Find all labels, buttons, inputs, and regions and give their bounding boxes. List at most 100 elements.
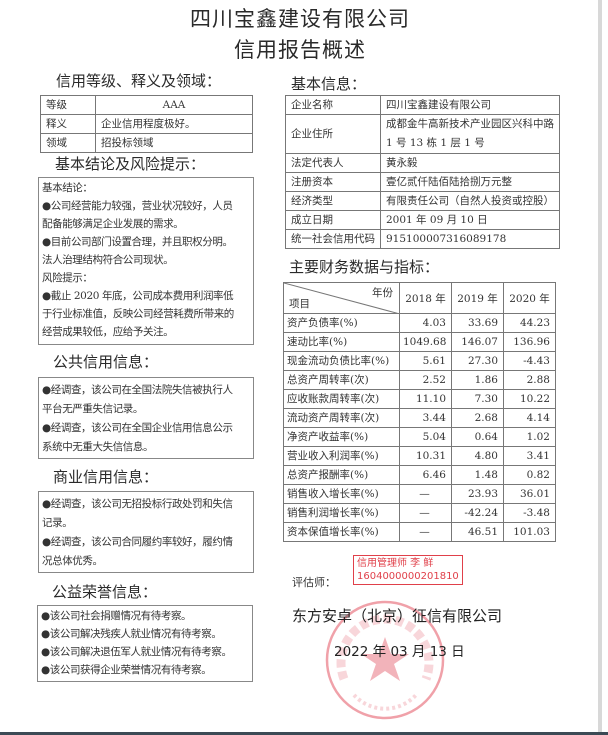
financial-value: 1.48 — [451, 465, 504, 485]
financials-row: 流动资产周转率(次) 3.44 2.68 4.14 — [283, 408, 556, 428]
financial-item: 销售收入增长率(%) — [283, 484, 400, 504]
year-header: 2019 年 — [451, 282, 504, 314]
text-line: ●该公司获得企业荣誉情况有待考察。 — [41, 664, 212, 676]
page-bottom-edge — [0, 732, 608, 735]
financial-value: 101.03 — [503, 522, 556, 542]
financials-row: 总资产报酬率(%) 6.46 1.48 0.82 — [283, 465, 556, 485]
financials-row: 现金流动负债比率(%) 5.61 27.30 -4.43 — [283, 351, 556, 371]
financial-item: 流动资产周转率(次) — [283, 408, 400, 428]
rating-value: AAA — [95, 95, 253, 115]
financial-value: — — [399, 484, 452, 504]
conclusion-box: 基本结论： ●公司经营能力较强，营业状况较好，人员 配备能够满足企业发展的需求。 ●目… — [38, 177, 254, 345]
financial-value: 46.51 — [451, 522, 504, 542]
basic-info-row: 企业住所 成都金牛高新技术产业园区兴科中路 1 号 13 栋 1 层 1 号 — [285, 114, 560, 154]
text-line: ●经调查，该公司在全国企业信用信息公示 — [42, 422, 233, 434]
rating-row: 领域 招投标领域 — [40, 133, 253, 153]
financial-item: 总资产报酬率(%) — [283, 465, 400, 485]
financial-item: 资产负债率(%) — [283, 313, 400, 333]
financials-row: 销售收入增长率(%) —23.93 36.01 — [283, 484, 556, 504]
text-line: 平台无严重失信记录。 — [42, 403, 143, 415]
basic-info-value: 91510000731608917​8 — [380, 229, 560, 249]
financial-item: 营业收入利润率(%) — [283, 446, 400, 466]
conclusion-heading: 基本结论及风险提示： — [55, 155, 206, 173]
basic-info-value: 黄永毅 — [380, 153, 560, 173]
financial-value: 3.44 — [399, 408, 452, 428]
financial-value: 33.69 — [451, 313, 504, 333]
text-line: ●该公司解决残疾人就业情况有待考察。 — [41, 628, 222, 640]
basic-info-label: 法定代表人 — [285, 153, 381, 173]
rating-table: 等级 AAA 释义 企业信用程度极好。 领域 招投标领域 — [40, 95, 253, 153]
report-title: 信用报告概述 — [234, 38, 366, 62]
rating-label: 释义 — [40, 114, 96, 134]
basic-info-label: 企业名称 — [285, 95, 381, 115]
basic-info-value: 四川宝鑫建设有限公司 — [380, 95, 560, 115]
corner-cell: 年份 项目 — [283, 282, 400, 314]
text-line: 经营成果较低，应给予关注。 — [42, 326, 174, 338]
basic-info-row: 经济类型 有限责任公司（自然人投资或控股） — [285, 191, 560, 211]
evaluator-stamp: 信用管理师 李 鲜 1604000000201810 — [353, 555, 463, 585]
basic-info-label: 企业住所 — [285, 114, 381, 154]
financial-value: 11.10 — [399, 389, 452, 409]
financial-value: 7.30 — [451, 389, 504, 409]
financial-value: 1.86 — [451, 370, 504, 390]
financial-value: -4.43 — [503, 351, 556, 371]
financial-value: 27.30 — [451, 351, 504, 371]
basic-info-value: 壹亿贰仟陆佰陆拾捌万元整 — [380, 172, 560, 192]
financial-value: 44.23 — [503, 313, 556, 333]
rating-row: 等级 AAA — [40, 95, 253, 115]
text-line: ●经调查，该公司合同履约率较好，履约情 — [42, 536, 233, 548]
text-line: 于行业标准值，反映公司经营耗费所带来的 — [42, 308, 234, 320]
text-line: ●截止 2020 年底，公司成本费用利润率低 — [42, 290, 234, 302]
basic-info-row: 注册资本 壹亿贰仟陆佰陆拾捌万元整 — [285, 172, 560, 192]
financial-value: 4.14 — [503, 408, 556, 428]
basic-info-row: 统一社会信用代码 91510000731608917​8 — [285, 229, 560, 249]
corner-item-label: 项目 — [289, 298, 310, 310]
financial-value: 5.61 — [399, 351, 452, 371]
financial-value: -42.24 — [451, 503, 504, 523]
financial-item: 现金流动负债比率(%) — [283, 351, 400, 371]
financials-row: 销售利润增长率(%) — -42.24 -3.48 — [283, 503, 556, 523]
financial-value: 4.03 — [399, 313, 452, 333]
agency-name: 东方安卓（北京）征信有限公司 — [292, 607, 503, 625]
public-credit-box: ●经调查，该公司在全国法院失信被执行人 平台无严重失信记录。 ●经调查，该公司在全国… — [38, 377, 254, 459]
text-line: 况总体优秀。 — [42, 555, 103, 567]
financial-value: 23.93 — [451, 484, 504, 504]
honor-heading: 公益荣誉信息： — [52, 583, 158, 601]
rating-heading: 信用等级、释义及领域： — [56, 72, 222, 90]
text-line: ●目前公司部门设置合理，并且职权分明。 — [42, 236, 233, 248]
basic-info-row: 法定代表人 黄永毅 — [285, 153, 560, 173]
text-line: 记录。 — [42, 517, 73, 529]
text-line: 风险提示： — [42, 272, 93, 284]
financial-item: 销售利润增长率(%) — [283, 503, 400, 523]
corner-year-label: 年份 — [372, 287, 393, 299]
financial-value: 36.01 — [503, 484, 556, 504]
financial-value: 0.64 — [451, 427, 504, 447]
text-line: ●经调查，该公司在全国法院失信被执行人 — [42, 384, 233, 396]
basic-info-row: 成立日期 2001 年 09 月 10 日 — [285, 210, 560, 230]
basic-info-value: 2001 年 09 月 10 日 — [380, 210, 560, 230]
financial-value: 1049.68 — [399, 332, 452, 352]
stamp-title: 信用管理师 李 鲜 — [357, 558, 434, 569]
basic-info-table: 企业名称 四川宝鑫建设有限公司 企业住所 成都金牛高新技术产业园区兴科中路 1 号 1… — [285, 95, 560, 249]
financial-item: 应收账款周转率(次) — [283, 389, 400, 409]
text-line: ●经调查，该公司无招投标行政处罚和失信 — [42, 498, 233, 510]
financial-value: 136.96 — [503, 332, 556, 352]
rating-value: 招投标领域 — [95, 133, 253, 153]
financial-value: 3.41 — [503, 446, 556, 466]
financial-value: 2.68 — [451, 408, 504, 428]
rating-row: 释义 企业信用程度极好。 — [40, 114, 253, 134]
financials-heading: 主要财务数据与指标： — [289, 258, 440, 276]
honor-box: ●该公司社会捐赠情况有待考察。 ●该公司解决残疾人就业情况有待考察。 ●该公司解决退… — [37, 605, 253, 682]
text-line: 法人治理结构符合公司现状。 — [42, 254, 174, 266]
public-credit-heading: 公共信用信息： — [53, 353, 159, 371]
financial-item: 速动比率(%) — [283, 332, 400, 352]
financials-row: 资产负债率(%) 4.03 33.69 44.23 — [283, 313, 556, 333]
text-line: ●该公司解决退伍军人就业情况有待考察。 — [41, 646, 232, 658]
basic-info-value: 成都金牛高新技术产业园区兴科中路 1 号 13 栋 1 层 1 号 — [380, 114, 560, 154]
financial-value: — — [399, 522, 452, 542]
evaluator-label: 评估师： — [292, 576, 336, 589]
financial-value: 146.07 — [451, 332, 504, 352]
basic-info-label: 注册资本 — [285, 172, 381, 192]
financial-value: -3.48 — [503, 503, 556, 523]
diagonal-line — [284, 283, 400, 314]
